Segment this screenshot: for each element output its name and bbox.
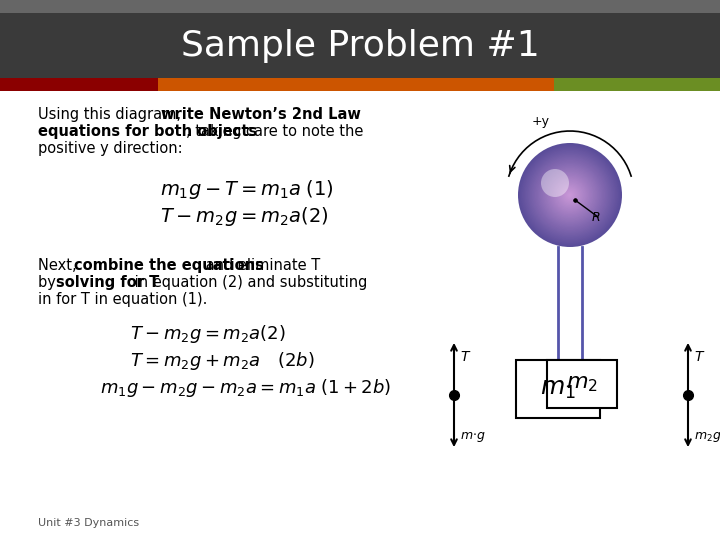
FancyBboxPatch shape: [554, 78, 720, 91]
Text: T: T: [460, 350, 469, 364]
Circle shape: [530, 154, 611, 235]
Text: by: by: [38, 275, 60, 290]
Circle shape: [538, 163, 603, 227]
Circle shape: [543, 168, 598, 222]
Circle shape: [534, 159, 606, 232]
Text: equations for both objects: equations for both objects: [38, 124, 257, 139]
Text: Sample Problem #1: Sample Problem #1: [181, 29, 539, 63]
Circle shape: [556, 181, 585, 210]
Circle shape: [526, 151, 614, 239]
Circle shape: [524, 150, 616, 240]
Circle shape: [522, 147, 618, 243]
Text: in equation (2) and substituting: in equation (2) and substituting: [130, 275, 367, 290]
Text: $T = m_2g + m_2a \quad (2b)$: $T = m_2g + m_2a \quad (2b)$: [130, 350, 315, 372]
Circle shape: [569, 194, 571, 197]
Text: R: R: [592, 211, 600, 224]
Circle shape: [521, 146, 619, 245]
Text: $m_1g - T = m_1a\;(1)$: $m_1g - T = m_1a\;(1)$: [160, 178, 334, 201]
Circle shape: [519, 144, 621, 246]
Text: Unit #3 Dynamics: Unit #3 Dynamics: [38, 518, 139, 528]
FancyBboxPatch shape: [547, 360, 617, 408]
Circle shape: [553, 178, 587, 212]
FancyBboxPatch shape: [0, 0, 720, 78]
Text: and eliminate T: and eliminate T: [201, 258, 320, 273]
Circle shape: [528, 153, 611, 237]
Circle shape: [523, 148, 617, 242]
Text: $m\!\cdot\!g$: $m\!\cdot\!g$: [460, 430, 487, 444]
FancyBboxPatch shape: [0, 0, 720, 13]
Circle shape: [554, 179, 585, 211]
Circle shape: [518, 143, 622, 247]
Text: $T - m_2g = m_2a(2)$: $T - m_2g = m_2a(2)$: [160, 205, 328, 228]
Circle shape: [564, 188, 577, 201]
FancyBboxPatch shape: [158, 78, 554, 91]
Circle shape: [548, 173, 592, 217]
Circle shape: [551, 176, 590, 214]
Circle shape: [562, 187, 577, 203]
Text: $m_1$: $m_1$: [540, 377, 576, 401]
Circle shape: [541, 166, 598, 224]
Circle shape: [531, 156, 609, 234]
Circle shape: [557, 182, 583, 208]
Text: T: T: [694, 350, 703, 364]
Text: $m_2g$: $m_2g$: [694, 430, 720, 444]
Circle shape: [559, 185, 580, 205]
Circle shape: [564, 190, 575, 200]
Circle shape: [540, 165, 600, 225]
Text: $m_1g - m_2g - m_2a = m_1a \; (1+2b)$: $m_1g - m_2g - m_2a = m_1a \; (1+2b)$: [100, 377, 391, 399]
Circle shape: [546, 172, 593, 218]
Circle shape: [527, 152, 613, 238]
Circle shape: [541, 169, 569, 197]
Text: $m_2$: $m_2$: [566, 374, 598, 394]
Circle shape: [566, 191, 574, 199]
Circle shape: [532, 157, 608, 233]
Circle shape: [558, 183, 582, 207]
Text: Next,: Next,: [38, 258, 81, 273]
Text: , taking care to note the: , taking care to note the: [186, 124, 364, 139]
Circle shape: [539, 164, 601, 226]
Text: Using this diagram,: Using this diagram,: [38, 107, 186, 122]
Circle shape: [561, 186, 579, 204]
FancyBboxPatch shape: [0, 78, 158, 91]
Text: solving for T: solving for T: [56, 275, 159, 290]
Text: in for T in equation (1).: in for T in equation (1).: [38, 292, 207, 307]
Text: positive y direction:: positive y direction:: [38, 141, 183, 156]
Circle shape: [552, 177, 588, 213]
Circle shape: [567, 192, 572, 198]
Circle shape: [545, 170, 595, 220]
Text: combine the equations: combine the equations: [74, 258, 264, 273]
Circle shape: [549, 174, 591, 216]
Text: $T - m_2g = m_2a(2)$: $T - m_2g = m_2a(2)$: [130, 323, 286, 345]
Text: write Newton’s 2nd Law: write Newton’s 2nd Law: [161, 107, 361, 122]
Circle shape: [535, 160, 605, 230]
Text: +y: +y: [532, 115, 550, 128]
Circle shape: [536, 161, 604, 229]
Circle shape: [544, 169, 596, 221]
FancyBboxPatch shape: [516, 360, 600, 418]
